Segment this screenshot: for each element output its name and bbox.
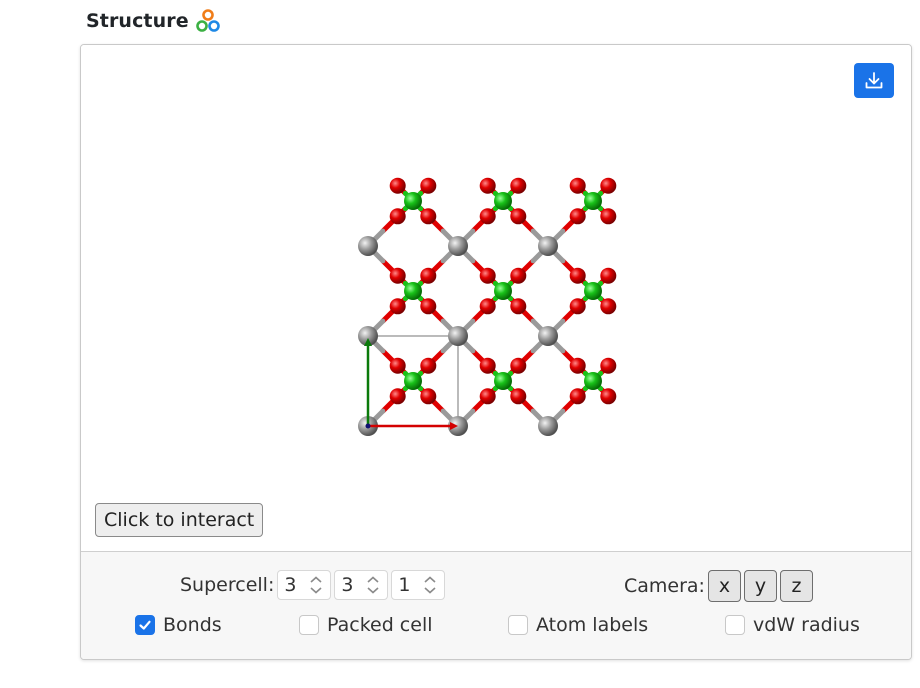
supercell-a-stepper[interactable]: 3 <box>277 570 332 600</box>
atom-oxygen <box>420 388 437 405</box>
supercell-b-stepper[interactable]: 3 <box>334 570 389 600</box>
atom-oxygen <box>569 177 586 194</box>
atom-oxygen <box>569 208 586 225</box>
atom-oxygen <box>569 267 586 284</box>
atom-green <box>404 282 422 300</box>
axis-c-dot <box>365 423 371 429</box>
atom-oxygen <box>510 357 527 374</box>
atom-grey <box>538 416 558 436</box>
packed-cell-checkbox[interactable]: Packed cell <box>299 614 433 636</box>
atom-oxygen <box>389 298 406 315</box>
atom-green <box>584 372 602 390</box>
atom-oxygen <box>389 177 406 194</box>
atom-oxygen <box>389 388 406 405</box>
atom-oxygen <box>600 208 617 225</box>
atom-oxygen <box>420 177 437 194</box>
atom-oxygen <box>600 357 617 374</box>
download-icon <box>865 71 883 88</box>
atom-green <box>494 282 512 300</box>
stepper-arrows-icon[interactable] <box>308 574 324 596</box>
vdw-radius-checkbox[interactable]: vdW radius <box>725 614 860 636</box>
section-header: Structure <box>86 8 221 34</box>
download-button[interactable] <box>854 63 894 98</box>
supercell-c-value: 1 <box>398 574 411 596</box>
atom-oxygen <box>420 208 437 225</box>
atom-oxygen <box>389 208 406 225</box>
structure-viewer[interactable]: Click to interact <box>81 45 911 551</box>
camera-y-button[interactable]: y <box>743 570 777 602</box>
atom-oxygen <box>420 267 437 284</box>
atom-oxygen <box>600 177 617 194</box>
atom-oxygen <box>389 267 406 284</box>
checkmark-icon <box>139 620 151 630</box>
vdw-radius-label: vdW radius <box>753 614 860 636</box>
atom-oxygen <box>569 388 586 405</box>
atom-grey <box>448 236 468 256</box>
camera-x-button[interactable]: x <box>707 570 741 602</box>
atom-oxygen <box>510 177 527 194</box>
bonds-check-box[interactable] <box>135 615 155 635</box>
atom-oxygen <box>510 388 527 405</box>
click-to-interact-button[interactable]: Click to interact <box>95 503 264 537</box>
camera-z-button[interactable]: z <box>779 570 813 602</box>
axis-b-arrowhead <box>364 338 372 346</box>
structure-card: Click to interact Supercell: 3 3 1 <box>80 44 912 660</box>
vdw-radius-check-box[interactable] <box>725 615 745 635</box>
atoms-logo-icon <box>195 9 220 32</box>
structure-scene <box>358 177 617 436</box>
atom-grey <box>358 236 378 256</box>
atom-oxygen <box>479 208 496 225</box>
atom-grey <box>448 326 468 346</box>
atom-oxygen <box>420 298 437 315</box>
atom-grey <box>538 236 558 256</box>
atom-green <box>494 192 512 210</box>
supercell-a-value: 3 <box>284 574 297 596</box>
atom-oxygen <box>600 298 617 315</box>
atom-labels-check-box[interactable] <box>508 615 528 635</box>
atom-oxygen <box>479 388 496 405</box>
supercell-c-stepper[interactable]: 1 <box>391 570 446 600</box>
atom-oxygen <box>389 357 406 374</box>
atom-labels-label: Atom labels <box>536 614 649 636</box>
stepper-arrows-icon[interactable] <box>365 574 381 596</box>
atom-oxygen <box>600 388 617 405</box>
atom-grey <box>358 326 378 346</box>
atom-oxygen <box>510 267 527 284</box>
atom-green <box>584 192 602 210</box>
atom-green <box>494 372 512 390</box>
atom-grey <box>538 326 558 346</box>
axis-a-arrowhead <box>450 422 458 430</box>
supercell-label: Supercell: <box>180 574 275 596</box>
atom-oxygen <box>479 177 496 194</box>
supercell-group: Supercell: 3 3 1 <box>180 570 446 600</box>
atom-oxygen <box>510 208 527 225</box>
atom-oxygen <box>420 357 437 374</box>
atom-green <box>404 372 422 390</box>
packed-cell-check-box[interactable] <box>299 615 319 635</box>
atom-oxygen <box>479 357 496 374</box>
stepper-arrows-icon[interactable] <box>422 574 438 596</box>
atom-oxygen <box>479 298 496 315</box>
atom-labels-checkbox[interactable]: Atom labels <box>508 614 648 636</box>
atom-oxygen <box>510 298 527 315</box>
atom-green <box>404 192 422 210</box>
bonds-checkbox[interactable]: Bonds <box>135 614 222 636</box>
section-title: Structure <box>86 10 189 32</box>
camera-group: Camera: x y z <box>624 570 813 602</box>
atom-oxygen <box>479 267 496 284</box>
packed-cell-label: Packed cell <box>327 614 433 636</box>
viewer-controls: Supercell: 3 3 1 Camera: x y z <box>81 551 911 659</box>
atom-green <box>584 282 602 300</box>
atom-oxygen <box>569 357 586 374</box>
camera-label: Camera: <box>624 575 705 597</box>
supercell-b-value: 3 <box>341 574 354 596</box>
bonds-label: Bonds <box>163 614 222 636</box>
atom-oxygen <box>569 298 586 315</box>
atom-oxygen <box>600 267 617 284</box>
